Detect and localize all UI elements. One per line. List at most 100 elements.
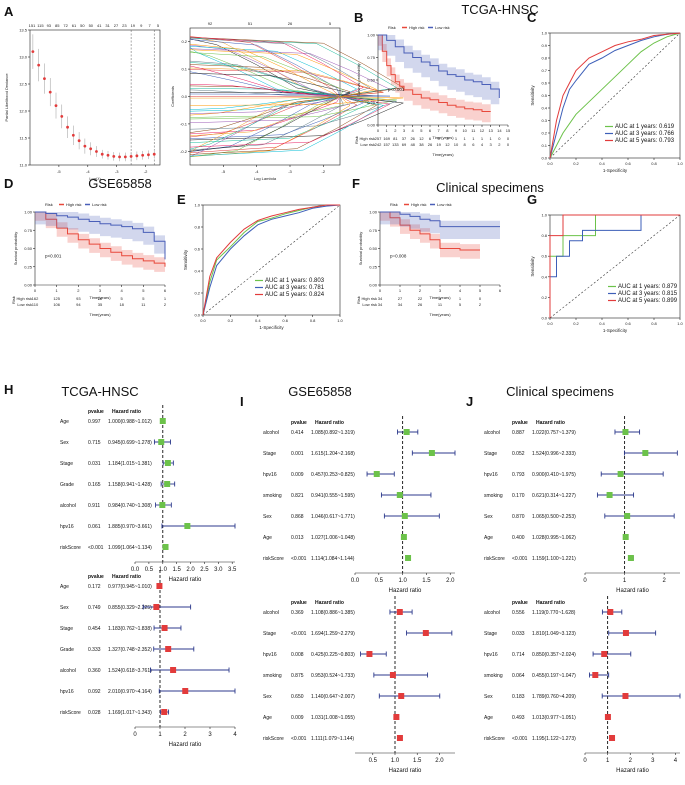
B-risk-value: 1 [472, 136, 475, 141]
F-legend-entry: Low risk [437, 202, 452, 207]
J2-row-pvalue: <0.001 [512, 736, 528, 742]
panel-label-j: J [466, 394, 473, 409]
panel-label-b: B [354, 10, 363, 25]
H2-hr-point [161, 625, 168, 631]
J1-row-pvalue: 0.170 [512, 493, 525, 499]
B-risk-value: 242 [375, 142, 382, 147]
I1-x-tick-label: 0.0 [351, 578, 360, 584]
I1-x-tick-label: 1.5 [422, 578, 431, 584]
I2-row-pvalue: 0.650 [291, 694, 304, 700]
H1-hr-point [158, 439, 165, 445]
J1-row-hr: 1.022(0.757~1.379) [532, 430, 576, 436]
J2-row-name: riskScore [484, 736, 505, 742]
C-y-tick-label: 0.0 [541, 156, 547, 161]
B-x-tick-label: 4 [412, 128, 415, 133]
D-x-tick-label: 3 [99, 288, 102, 293]
F-x-label: Time(years) [429, 295, 451, 300]
H1-row-pvalue: <0.001 [88, 545, 104, 551]
C-y-tick-label: 0.7 [541, 68, 547, 73]
J1-hr-point [627, 555, 634, 561]
a2-coef-path [189, 96, 365, 140]
H1-row-hr: 0.984(0.740~1.308) [108, 503, 152, 509]
chart-c-roc: 0.0 0.2 0.4 0.6 0.8 1.0 0.0 0.1 0.2 0.3 0.4 0.5 0.6 0… [530, 31, 684, 174]
a2-coef-path [189, 96, 405, 141]
H2-row-hr: 2.010(0.970~4.164) [108, 689, 152, 695]
F-risk-value: 6 [439, 296, 442, 301]
I2-row-name: Age [263, 715, 272, 721]
G-y-tick-label: 0.4 [541, 274, 547, 279]
a2-coef-path [189, 36, 364, 97]
I1-row-pvalue: 0.009 [291, 472, 304, 478]
F-x-tick-label: 6 [499, 288, 502, 293]
C-y-tick-label: 0.3 [541, 118, 547, 123]
a1-top-tick-label: 5 [157, 23, 160, 28]
panel-label-a: A [4, 4, 14, 19]
D-risk-value: 94 [76, 302, 81, 307]
B-risk-value: 6 [472, 142, 475, 147]
G-roc-curve [549, 214, 680, 318]
a1-point [89, 147, 93, 151]
I2-row-hr: 1.140(0.647~2.007) [311, 694, 355, 700]
I1-hr-point [400, 534, 407, 540]
J1-hr-point [617, 471, 624, 477]
C-x-tick-label: 0.2 [573, 161, 579, 166]
E-diagonal [202, 204, 341, 316]
title-h: TCGA-HNSC [61, 384, 138, 399]
H2-row-pvalue: 0.454 [88, 626, 101, 632]
chart-e-roc: 0.0 0.2 0.4 0.6 0.8 1.0 0.0 0.2 0.4 0.6 0.8 1.0 AUC … [183, 203, 344, 331]
B-x-tick-label: 7 [438, 128, 441, 133]
H2-row-name: Age [60, 584, 69, 590]
I1-row-pvalue: 0.414 [291, 430, 304, 436]
D-legend-entry: Low risk [92, 202, 107, 207]
J1-row-name: hpv16 [484, 472, 498, 478]
I1-row-hr: 1.085(0.892~1.319) [311, 430, 355, 436]
I2-row-hr: 1.111(1.079~1.144) [311, 736, 354, 742]
I1-row-pvalue: 0.013 [291, 535, 304, 541]
J1-x-tick-label: 0 [583, 578, 587, 584]
a1-y-tick-label: 13.0 [19, 55, 28, 60]
a1-point [48, 90, 52, 94]
J1-hr-point [606, 492, 613, 498]
G-legend-entry: AUC at 5 years: 0.899 [618, 298, 678, 304]
J1-row-pvalue: 0.887 [512, 430, 525, 436]
H1-hr-point [164, 481, 171, 487]
J1-row-name: smoking [484, 493, 503, 499]
H1-x-tick-label: 1.0 [159, 567, 168, 573]
a2-coef-path [189, 93, 391, 97]
J2-col-hr: Hazard ratio [536, 600, 565, 606]
E-roc-curve [202, 204, 341, 316]
I1-row-pvalue: 0.868 [291, 514, 304, 520]
H2-row-name: riskScore [60, 710, 81, 716]
a2-top-tick-label: 26 [288, 21, 293, 26]
I1-row-name: riskScore [263, 556, 284, 562]
J2-row-name: Sex [484, 694, 493, 700]
F-x-tick-label: 3 [439, 288, 442, 293]
I1-row-hr: 0.457(0.253~0.825) [311, 472, 355, 478]
a1-x-tick-label: -2 [144, 169, 148, 174]
a2-x-tick-label: -2 [322, 169, 326, 174]
I2-row-name: riskScore [263, 736, 284, 742]
panel-label-h: H [4, 382, 13, 397]
I2-hr-point [393, 714, 400, 720]
a2-coef-path [189, 43, 341, 97]
J1-row-pvalue: 0.052 [512, 451, 525, 457]
I2-hr-point [389, 672, 396, 678]
J1-row-name: Stage [484, 451, 497, 457]
J1-col-hr: Hazard ratio [536, 420, 565, 426]
C-y-label: Sensitivity [530, 85, 535, 106]
a1-y-label: Partial Likelihood Deviance [4, 73, 9, 122]
a1-point [37, 63, 41, 67]
a2-coef-path [189, 96, 341, 112]
F-risk-value: 5 [459, 302, 462, 307]
I1-row-pvalue: <0.001 [291, 556, 307, 562]
E-x-tick-label: 0.2 [228, 318, 234, 323]
E-y-tick-label: 0.8 [194, 225, 200, 230]
a1-top-tick-label: 50 [80, 23, 85, 28]
H1-row-hr: 0.945(0.699~1.278) [108, 440, 152, 446]
J1-row-pvalue: <0.001 [512, 556, 528, 562]
E-y-tick-label: 1.0 [194, 203, 200, 208]
C-y-tick-label: 0.1 [541, 143, 547, 148]
